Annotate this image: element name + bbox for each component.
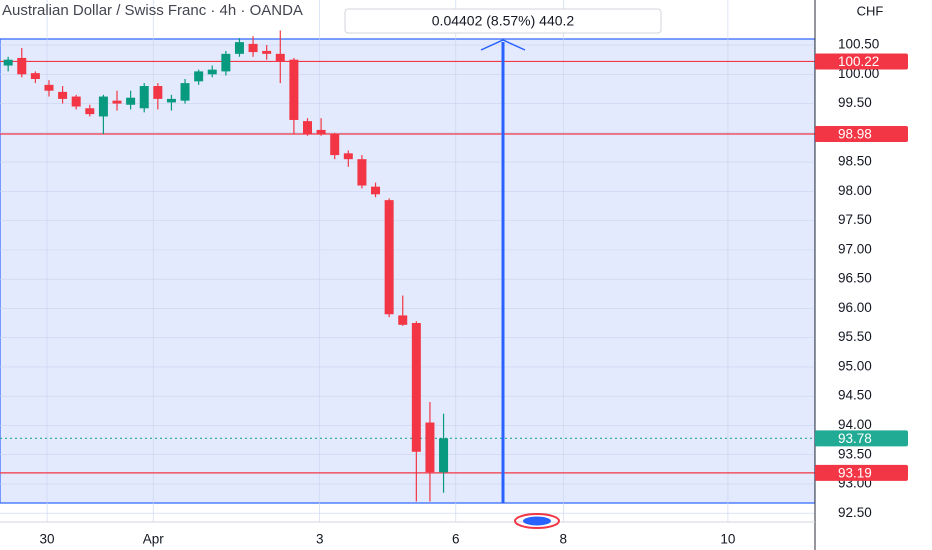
y-tick-label: 98.50 <box>838 154 872 169</box>
candle-body <box>30 73 40 80</box>
y-tick-label: 94.50 <box>838 388 872 403</box>
price-label: 98.98 <box>838 127 872 142</box>
candle-body <box>85 108 95 115</box>
candle-body <box>316 129 326 135</box>
y-tick-label: 97.50 <box>838 212 872 227</box>
price-label-box <box>815 464 908 481</box>
candle-body <box>221 53 231 72</box>
candle-body <box>398 315 408 325</box>
candle-body <box>44 84 54 91</box>
y-tick-label: 98.00 <box>838 183 872 198</box>
logo <box>514 513 560 529</box>
y-tick-label: 96.50 <box>838 271 872 286</box>
candle-body <box>153 86 163 99</box>
candle-body <box>248 43 258 53</box>
candle-body <box>330 134 340 156</box>
candle-body <box>289 59 299 120</box>
measure-label: 0.04402 (8.57%) 440.2 <box>432 13 575 29</box>
price-label-box <box>815 126 908 143</box>
y-tick-label: 95.00 <box>838 358 872 373</box>
candle-body <box>207 69 217 75</box>
measure-box <box>0 38 816 504</box>
candle-body <box>166 98 176 103</box>
candle-body <box>302 121 312 135</box>
candle-body <box>126 97 136 105</box>
time-axis <box>0 522 815 550</box>
y-tick-label: 96.00 <box>838 300 872 315</box>
price-axis <box>815 0 932 550</box>
candle-body <box>180 83 190 101</box>
x-tick-label: 6 <box>452 532 460 547</box>
candle-body <box>262 50 272 54</box>
price-label: 93.19 <box>838 465 872 480</box>
candle-body <box>384 200 394 315</box>
candle-body <box>112 100 122 104</box>
chart-title: Australian Dollar / Swiss Franc · 4h · O… <box>2 2 303 19</box>
candle-body <box>425 422 435 473</box>
candle-body <box>357 159 367 186</box>
y-tick-label: 100.00 <box>838 66 879 81</box>
y-tick-label: 93.50 <box>838 446 872 461</box>
candle-body <box>439 438 449 473</box>
candle-body <box>17 57 27 75</box>
y-tick-label: 95.50 <box>838 329 872 344</box>
price-label-box <box>815 53 908 70</box>
y-tick-label: 97.00 <box>838 241 872 256</box>
candle-body <box>275 53 285 62</box>
candle-body <box>194 71 204 82</box>
price-label: 100.22 <box>838 54 879 69</box>
y-tick-label: 92.50 <box>838 505 872 520</box>
candle-body <box>343 153 353 160</box>
candle-body <box>139 86 149 109</box>
measure-label-box <box>344 8 662 34</box>
y-tick-label: 100.50 <box>838 37 879 52</box>
candle-body <box>58 91 68 99</box>
x-tick-label: 10 <box>720 532 735 547</box>
candle-body <box>98 96 108 117</box>
measure-arrowhead <box>480 39 526 51</box>
x-tick-label: 8 <box>560 532 568 547</box>
candle-body <box>3 59 13 66</box>
price-label: 93.78 <box>838 431 872 446</box>
candle-body <box>371 186 381 195</box>
x-tick-label: 3 <box>316 532 324 547</box>
candle-body <box>234 42 244 54</box>
price-label-box <box>815 430 908 447</box>
currency: CHF <box>857 3 884 18</box>
y-tick-label: 99.50 <box>838 95 872 110</box>
candle-body <box>411 323 421 452</box>
x-tick-label: Apr <box>143 532 165 547</box>
x-tick-label: 30 <box>40 532 55 547</box>
candle-body <box>71 96 81 107</box>
y-tick-label: 94.00 <box>838 417 872 432</box>
